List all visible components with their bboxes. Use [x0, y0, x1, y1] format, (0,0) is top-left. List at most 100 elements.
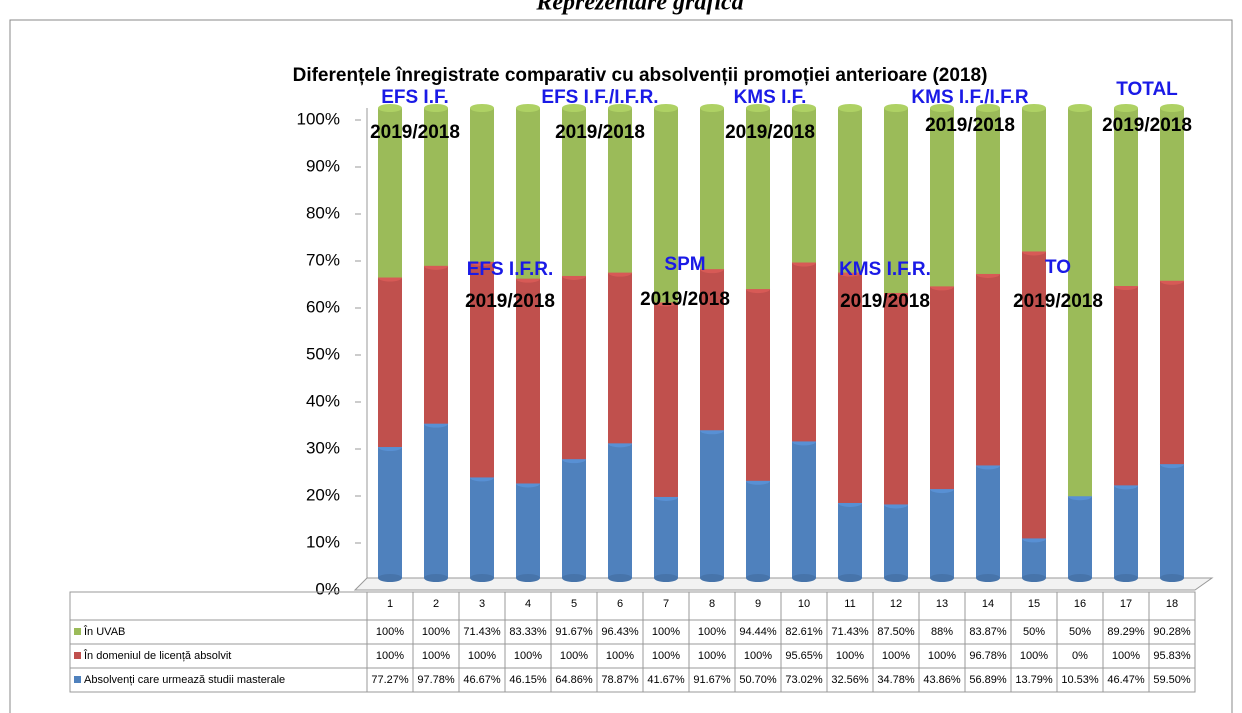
bar-segment: [976, 108, 1000, 274]
bar-segment: [746, 480, 770, 578]
table-cell: 90.28%: [1153, 626, 1191, 638]
bar-segment: [792, 262, 816, 442]
table-cell: 100%: [1020, 650, 1048, 662]
bar-base: [470, 574, 494, 582]
bar-segment: [424, 108, 448, 266]
x-tick-label: 5: [571, 598, 577, 610]
heading: Reprezentare grafică: [535, 0, 743, 16]
annotation-group: TO: [1045, 257, 1071, 278]
table-cell: 46.47%: [1107, 674, 1145, 686]
table-cell: 82.61%: [785, 626, 823, 638]
y-tick-label: 10%: [306, 532, 340, 551]
bar-segment: [470, 261, 494, 478]
bar-segment: [654, 496, 678, 578]
table-cell: 100%: [928, 650, 956, 662]
x-tick-label: 2: [433, 598, 439, 610]
bar-segment: [700, 430, 724, 578]
table-cell: 46.15%: [509, 674, 547, 686]
legend-swatch: [74, 676, 81, 683]
annotation-group: TOTAL: [1116, 79, 1178, 100]
annotation-group: EFS I.F.R.: [467, 259, 554, 280]
bar-segment: [700, 269, 724, 431]
x-tick-label: 13: [936, 598, 948, 610]
annotation-group: EFS I.F./I.F.R.: [541, 87, 658, 108]
bar-segment: [930, 108, 954, 287]
table-cell: 32.56%: [831, 674, 869, 686]
bar-segment: [792, 441, 816, 578]
bar-segment: [470, 108, 494, 262]
annotation-period: 2019/2018: [555, 122, 645, 143]
annotation-period: 2019/2018: [640, 289, 730, 310]
annotation-period: 2019/2018: [370, 122, 460, 143]
bar-segment: [654, 302, 678, 497]
annotation-group: EFS I.F.: [381, 87, 449, 108]
bar-segment: [654, 108, 678, 303]
x-tick-label: 12: [890, 598, 902, 610]
table-cell: 100%: [652, 650, 680, 662]
bar-cap: [654, 104, 678, 112]
bar-base: [1114, 574, 1138, 582]
y-tick-label: 100%: [297, 109, 340, 128]
bar-segment: [700, 108, 724, 270]
y-tick-label: 20%: [306, 485, 340, 504]
bar-cap: [470, 104, 494, 112]
bar-cap: [378, 104, 402, 112]
table-cell: 96.78%: [969, 650, 1007, 662]
table-cell: 91.67%: [555, 626, 593, 638]
table-cell: 96.43%: [601, 626, 639, 638]
bar-segment: [1160, 108, 1184, 281]
y-tick-label: 0%: [315, 579, 340, 598]
bar-base: [884, 574, 908, 582]
annotation-period: 2019/2018: [1102, 115, 1192, 136]
table-cell: 46.67%: [463, 674, 501, 686]
annotation-group: KMS I.F.R.: [839, 259, 931, 280]
x-tick-label: 4: [525, 598, 531, 610]
bar-cap: [838, 104, 862, 112]
bar-segment: [516, 483, 540, 578]
bar-segment: [976, 273, 1000, 466]
table-cell: 87.50%: [877, 626, 915, 638]
bar-cap: [1068, 104, 1092, 112]
table-cell: 100%: [606, 650, 634, 662]
bar-base: [746, 574, 770, 582]
bar-segment: [838, 108, 862, 273]
table-cell: 71.43%: [463, 626, 501, 638]
bar-segment: [424, 423, 448, 578]
annotation-period: 2019/2018: [840, 291, 930, 312]
bar-segment: [884, 108, 908, 294]
legend-swatch: [74, 652, 81, 659]
table-cell: 95.65%: [785, 650, 823, 662]
bar-base: [930, 574, 954, 582]
bar-segment: [562, 459, 586, 578]
bar-cap: [884, 104, 908, 112]
table-cell: 94.44%: [739, 626, 777, 638]
annotation-period: 2019/2018: [925, 115, 1015, 136]
x-tick-label: 6: [617, 598, 623, 610]
annotation-period: 2019/2018: [1013, 291, 1103, 312]
table-cell: 95.83%: [1153, 650, 1191, 662]
table-cell: 100%: [376, 626, 404, 638]
bar-cap: [1160, 104, 1184, 112]
table-cell: 100%: [376, 650, 404, 662]
annotation-group: KMS I.F./I.F.R: [911, 87, 1028, 108]
x-tick-label: 1: [387, 598, 393, 610]
bar-segment: [1114, 108, 1138, 287]
table-cell: 100%: [836, 650, 864, 662]
legend-swatch: [74, 628, 81, 635]
bar-segment: [1160, 280, 1184, 465]
legend-label: În domeniul de licență absolvit: [83, 649, 231, 662]
table-cell: 59.50%: [1153, 674, 1191, 686]
x-tick-label: 15: [1028, 598, 1040, 610]
y-tick-label: 70%: [306, 250, 340, 269]
bar-segment: [378, 277, 402, 448]
bar-segment: [1068, 108, 1092, 497]
table-cell: 13.79%: [1015, 674, 1053, 686]
bar-base: [700, 574, 724, 582]
table-cell: 100%: [744, 650, 772, 662]
table-cell: 50.70%: [739, 674, 777, 686]
y-tick-label: 40%: [306, 391, 340, 410]
table-cell: 89.29%: [1107, 626, 1145, 638]
bar-segment: [1022, 108, 1046, 252]
bar-base: [1068, 574, 1092, 582]
